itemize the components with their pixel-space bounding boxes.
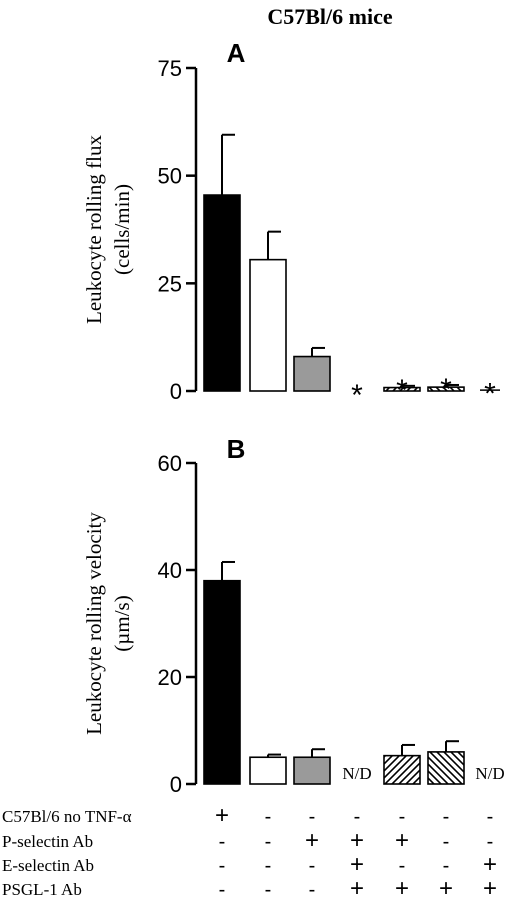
condition-mark: + [483, 851, 497, 878]
panel-a: A Leukocyte rolling flux (cells/min) 0 25 50 7… [82, 38, 500, 412]
condition-mark: - [354, 806, 361, 828]
panel-b-label: B [227, 434, 246, 464]
condition-mark: - [443, 831, 450, 853]
panel-a-significance-7: * [484, 378, 496, 411]
panel-b-bar-3 [293, 756, 331, 785]
panel-b-annotation-4: N/D [342, 764, 371, 783]
condition-mark: - [399, 855, 406, 877]
condition-mark: + [350, 827, 364, 854]
panel-b-ytick-label: 60 [158, 451, 182, 476]
condition-mark: + [350, 851, 364, 878]
panel-b-ytick-label: 20 [158, 665, 182, 690]
panel-a-bar-3 [293, 355, 331, 392]
condition-mark: - [309, 806, 316, 828]
panel-a-ylabel-line2: (cells/min) [110, 184, 134, 275]
panel-a-label: A [227, 38, 246, 68]
panel-a-bar-1 [203, 194, 241, 392]
condition-mark: - [309, 855, 316, 877]
panel-b-bar-6 [427, 751, 465, 785]
panel-b-ylabel-line1: Leukocyte rolling velocity [82, 512, 106, 735]
condition-mark: - [219, 855, 226, 877]
panel-b: B Leukocyte rolling velocity (µm/s) 0 20 40 60… [82, 434, 505, 797]
condition-mark: - [309, 879, 316, 901]
panel-b-bar-2 [249, 756, 287, 785]
panel-b-annotation-7: N/D [475, 764, 504, 783]
panel-b-bar-5 [383, 754, 421, 785]
condition-mark: + [350, 875, 364, 902]
panel-a-ytick-label: 50 [158, 164, 182, 189]
condition-mark: - [265, 806, 272, 828]
condition-mark: - [487, 806, 494, 828]
condition-mark: + [395, 827, 409, 854]
condition-mark: - [219, 831, 226, 853]
condition-table: C57Bl/6 no TNF-α + - - - - - -P-selectin Ab - - + +… [2, 802, 497, 902]
condition-label-4: PSGL-1 Ab [2, 880, 82, 899]
panel-a-ytick-label: 0 [170, 379, 182, 404]
condition-mark: + [395, 875, 409, 902]
condition-label-1: C57Bl/6 no TNF-α [2, 807, 132, 826]
condition-mark: + [305, 827, 319, 854]
condition-mark: - [219, 879, 226, 901]
condition-label-2: P-selectin Ab [2, 832, 93, 851]
panel-b-ytick-label: 40 [158, 558, 182, 583]
condition-mark: - [265, 855, 272, 877]
panel-b-bar-1 [203, 579, 241, 785]
condition-mark: - [265, 831, 272, 853]
condition-mark: - [399, 806, 406, 828]
panel-a-ytick-label: 25 [158, 271, 182, 296]
condition-mark: - [443, 806, 450, 828]
condition-mark: + [483, 875, 497, 902]
panel-a-significance-6: * [440, 373, 452, 406]
panel-a-ylabel-line1: Leukocyte rolling flux [82, 135, 106, 324]
figure-title: C57Bl/6 mice [267, 4, 392, 29]
condition-mark: + [439, 875, 453, 902]
condition-mark: - [487, 831, 494, 853]
condition-mark: - [443, 855, 450, 877]
panel-b-ytick-label: 0 [170, 772, 182, 797]
panel-a-bar-2 [249, 258, 287, 392]
panel-a-significance-4: * [351, 379, 363, 412]
panel-b-ylabel-line2: (µm/s) [110, 595, 134, 651]
panel-a-significance-5: * [396, 374, 408, 407]
condition-mark: - [265, 879, 272, 901]
panel-a-ytick-label: 75 [158, 56, 182, 81]
condition-mark: + [215, 802, 229, 829]
condition-label-3: E-selectin Ab [2, 856, 94, 875]
